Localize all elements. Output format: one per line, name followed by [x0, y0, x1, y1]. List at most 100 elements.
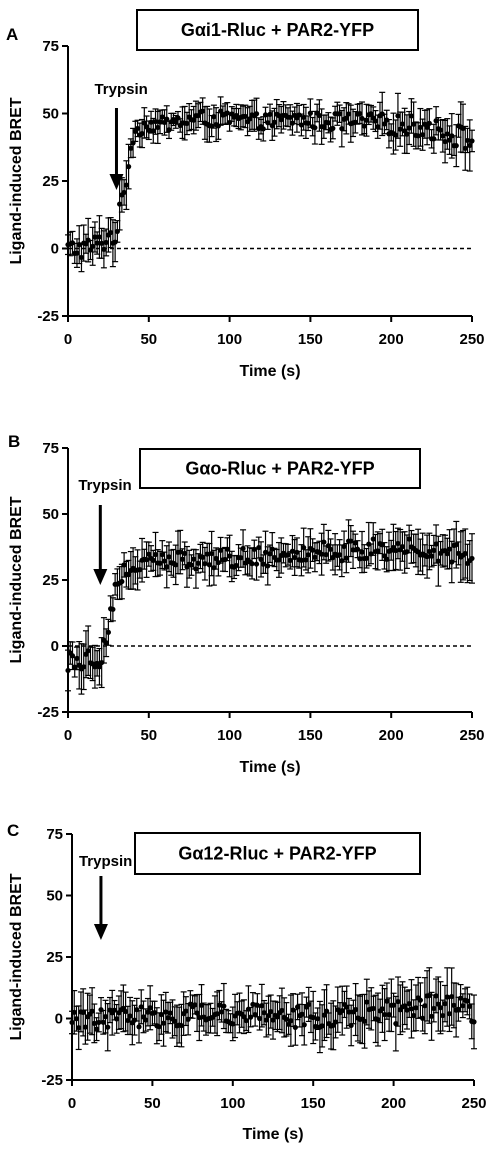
- x-tick-label: 0: [64, 331, 72, 348]
- data-point: [359, 549, 365, 555]
- data-point: [411, 121, 417, 127]
- data-point: [462, 145, 468, 151]
- data-point: [108, 229, 114, 236]
- data-point: [74, 655, 80, 662]
- arrow-down-icon: [93, 924, 108, 940]
- data-point: [469, 138, 475, 144]
- annotation-label: Trypsin: [94, 81, 147, 98]
- data-point: [464, 998, 470, 1004]
- data-point: [469, 555, 475, 562]
- title-box: [139, 448, 421, 489]
- data-point: [303, 557, 309, 563]
- data-point: [193, 566, 199, 572]
- data-point: [173, 119, 179, 125]
- data-point: [253, 561, 260, 567]
- data-point: [343, 555, 349, 561]
- data-point: [183, 1008, 189, 1014]
- data-point: [99, 240, 105, 246]
- data-point: [111, 1007, 118, 1013]
- data-point: [292, 1024, 298, 1031]
- data-point: [230, 1021, 236, 1027]
- data-point: [312, 554, 318, 560]
- x-tick-label: 150: [298, 331, 323, 348]
- data-point: [73, 1016, 80, 1022]
- data-point: [136, 1024, 142, 1030]
- data-point: [276, 113, 282, 119]
- y-tick-label: 50: [46, 888, 63, 905]
- data-point: [361, 123, 367, 129]
- data-point: [261, 1010, 267, 1016]
- data-point: [178, 1022, 185, 1029]
- data-point: [278, 117, 284, 123]
- data-point: [305, 552, 311, 558]
- data-point: [348, 538, 354, 544]
- data-point: [312, 1023, 319, 1030]
- data-point: [134, 125, 141, 132]
- data-point: [85, 648, 91, 654]
- data-point: [287, 557, 293, 563]
- data-point: [393, 132, 399, 138]
- data-point: [422, 1003, 428, 1009]
- y-tick-label: 25: [42, 173, 59, 190]
- y-tick-label: 50: [42, 106, 59, 123]
- data-point: [467, 142, 473, 149]
- data-point: [363, 117, 370, 123]
- x-tick-label: 150: [301, 1095, 326, 1112]
- data-point: [82, 1024, 88, 1030]
- data-point: [408, 1006, 415, 1012]
- data-point: [289, 548, 296, 554]
- data-point: [156, 1024, 162, 1030]
- panel-a: A Gαi1-Rluc + PAR2-YFP -25 0 25 50 75 0 50 100 150…: [6, 9, 485, 380]
- data-point: [391, 1002, 397, 1008]
- data-point: [287, 114, 293, 120]
- data-point: [96, 234, 103, 240]
- data-point: [424, 553, 430, 560]
- data-point: [336, 111, 343, 117]
- data-point: [328, 546, 334, 552]
- data-point: [364, 999, 370, 1005]
- data-point: [368, 111, 374, 117]
- data-point: [464, 137, 471, 144]
- data-point: [138, 1004, 144, 1010]
- data-point: [121, 189, 127, 196]
- data-point: [431, 547, 437, 553]
- data-point: [240, 545, 246, 552]
- data-point: [165, 1015, 171, 1021]
- data-point: [283, 1016, 289, 1022]
- data-point: [152, 118, 159, 125]
- data-point: [268, 1008, 274, 1015]
- data-point: [150, 557, 156, 563]
- data-point: [182, 550, 188, 556]
- data-point: [211, 114, 217, 120]
- data-point: [426, 548, 432, 555]
- data-point: [420, 132, 426, 138]
- data-point: [453, 542, 459, 548]
- data-point: [345, 111, 352, 117]
- data-point: [265, 1012, 272, 1019]
- data-point: [399, 121, 406, 127]
- data-point: [179, 556, 186, 562]
- data-point: [105, 1024, 111, 1030]
- x-tick-label: 200: [381, 1095, 406, 1112]
- data-point: [121, 562, 127, 568]
- data-point: [446, 137, 453, 143]
- data-point: [173, 562, 179, 568]
- panel-c: C Gα12-Rluc + PAR2-YFP -25 0 25 50 75 0 50 100 150…: [7, 821, 487, 1143]
- y-tick-label: 75: [42, 38, 59, 55]
- x-tick-label: 0: [68, 1095, 76, 1112]
- data-point: [332, 1019, 339, 1025]
- data-point: [437, 127, 444, 133]
- data-point: [321, 124, 327, 130]
- data-point: [233, 562, 239, 569]
- panel-letter: B: [8, 432, 20, 451]
- data-point: [446, 1011, 453, 1017]
- data-point: [262, 549, 269, 555]
- y-axis-label: Ligand-induced BRET: [8, 873, 25, 1040]
- x-axis-label: Time (s): [239, 759, 300, 776]
- data-point: [196, 1014, 202, 1021]
- data-point: [363, 555, 370, 561]
- data-point: [357, 556, 363, 562]
- data-point: [152, 551, 159, 558]
- data-point: [433, 993, 439, 999]
- data-point: [442, 1001, 448, 1007]
